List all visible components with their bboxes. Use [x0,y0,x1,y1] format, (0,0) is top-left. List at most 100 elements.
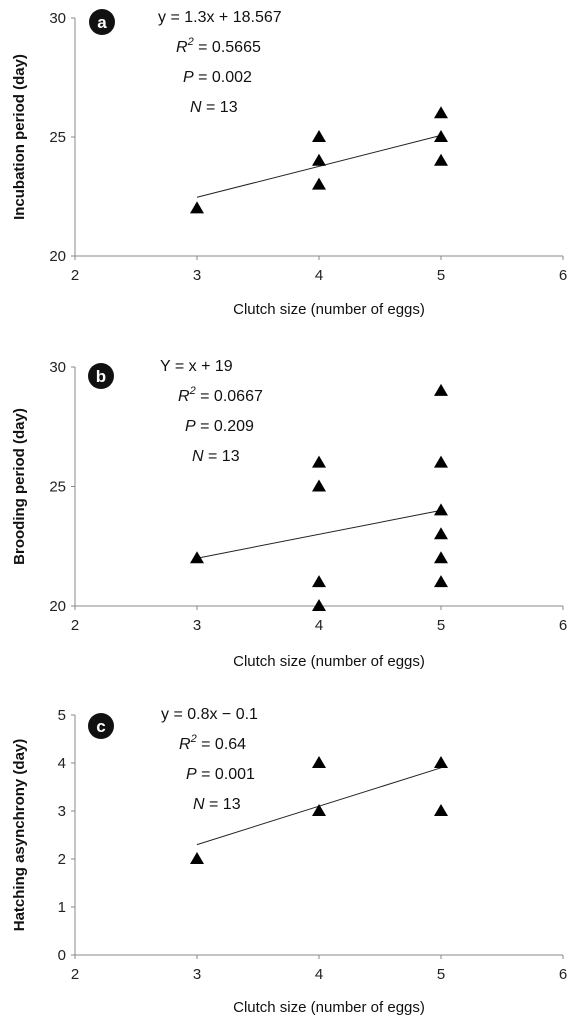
equation-label: y = 1.3x + 18.567 [158,9,282,26]
x-tick-label: 2 [71,966,79,983]
data-point [312,599,326,611]
n-symbol: N [193,796,205,813]
panel-a: 20 25 30 2 3 4 5 6 Clutch size (number of eggs) I… [11,9,567,318]
data-point [434,503,448,516]
data-point [312,455,326,468]
r-squared-label: R2 = 0.5665 [176,36,261,56]
data-point [434,756,448,768]
r-squared-value: = 0.5665 [194,39,261,56]
n-label: N = 13 [192,448,240,465]
x-tick-label: 5 [437,267,445,284]
equation-label: Y = x + 19 [160,358,233,375]
y-tick-label: 0 [58,947,66,964]
n-value: = 13 [204,448,240,465]
panel-b: 20 25 30 2 3 4 5 6 Clutch size (number of eggs) B… [11,358,567,670]
data-point [434,106,448,119]
r-symbol: R [178,388,190,405]
panel-label: b [96,367,106,386]
n-symbol: N [190,99,202,116]
data-point [434,804,448,816]
x-tick-label: 6 [559,966,567,983]
y-axis-label: Hatching asynchrony (day) [11,739,28,932]
r-squared-label: R2 = 0.0667 [178,385,263,405]
x-tick-label: 2 [71,617,79,634]
y-axis-label: Brooding period (day) [11,408,28,565]
data-point [312,153,326,166]
data-point [312,575,326,588]
data-point [434,575,448,588]
panel-badge [88,713,114,739]
x-tick-label: 3 [193,267,201,284]
x-tick-label: 5 [437,966,445,983]
n-symbol: N [192,448,204,465]
r-symbol: R [176,39,188,56]
n-label: N = 13 [193,796,241,813]
x-axis-label: Clutch size (number of eggs) [233,653,425,670]
x-tick-label: 3 [193,617,201,634]
x-tick-label: 4 [315,267,323,284]
y-axis-label: Incubation period (day) [11,54,28,220]
n-value: = 13 [202,99,238,116]
y-tick-label: 2 [58,851,66,868]
x-tick-label: 5 [437,617,445,634]
data-point [312,130,326,142]
x-tick-label: 3 [193,966,201,983]
y-tick-label: 3 [58,803,66,820]
p-symbol: P [183,69,194,86]
panel-badge [88,363,114,389]
x-tick-label: 6 [559,617,567,634]
n-value: = 13 [205,796,241,813]
x-tick-label: 2 [71,267,79,284]
p-value-label: P = 0.002 [183,69,252,86]
r-symbol: R [179,736,191,753]
data-point [312,177,326,190]
data-point [312,804,326,816]
r-superscript: 2 [190,733,197,745]
trendline [196,134,442,198]
data-point [190,551,204,564]
panel-badge [89,9,115,35]
y-tick-label: 1 [58,899,66,916]
data-point [190,852,204,864]
y-tick-label: 20 [49,598,66,615]
panel-label: a [97,13,107,32]
trendline [196,509,442,559]
data-point [312,479,326,492]
y-tick-label: 30 [49,10,66,27]
panel-label: c [96,717,105,736]
data-point [434,455,448,468]
x-axis-label: Clutch size (number of eggs) [233,301,425,318]
x-tick-label: 4 [315,617,323,634]
p-value: = 0.209 [196,418,254,435]
r-squared-label: R2 = 0.64 [179,733,246,753]
p-symbol: P [186,766,197,783]
y-tick-label: 5 [58,707,66,724]
data-point [434,153,448,166]
y-tick-label: 20 [49,248,66,265]
y-tick-label: 25 [49,129,66,146]
data-point [190,201,204,214]
p-value-label: P = 0.209 [185,418,254,435]
x-tick-label: 6 [559,267,567,284]
r-squared-value: = 0.64 [197,736,246,753]
panel-c: 0 1 2 3 4 5 2 3 4 5 6 Clutch size (number of eggs) H… [11,706,567,1016]
r-superscript: 2 [189,385,196,397]
p-symbol: P [185,418,196,435]
x-tick-label: 4 [315,966,323,983]
data-point [434,527,448,540]
p-value-label: P = 0.001 [186,766,255,783]
equation-label: y = 0.8x − 0.1 [161,706,258,723]
y-tick-label: 4 [58,755,66,772]
r-superscript: 2 [187,36,194,48]
p-value: = 0.001 [197,766,255,783]
data-point [434,383,448,396]
x-axis-label: Clutch size (number of eggs) [233,999,425,1016]
n-label: N = 13 [190,99,238,116]
p-value: = 0.002 [194,69,252,86]
y-tick-label: 25 [49,479,66,496]
data-point [434,551,448,564]
r-squared-value: = 0.0667 [196,388,263,405]
data-point [434,130,448,142]
data-point [312,756,326,768]
